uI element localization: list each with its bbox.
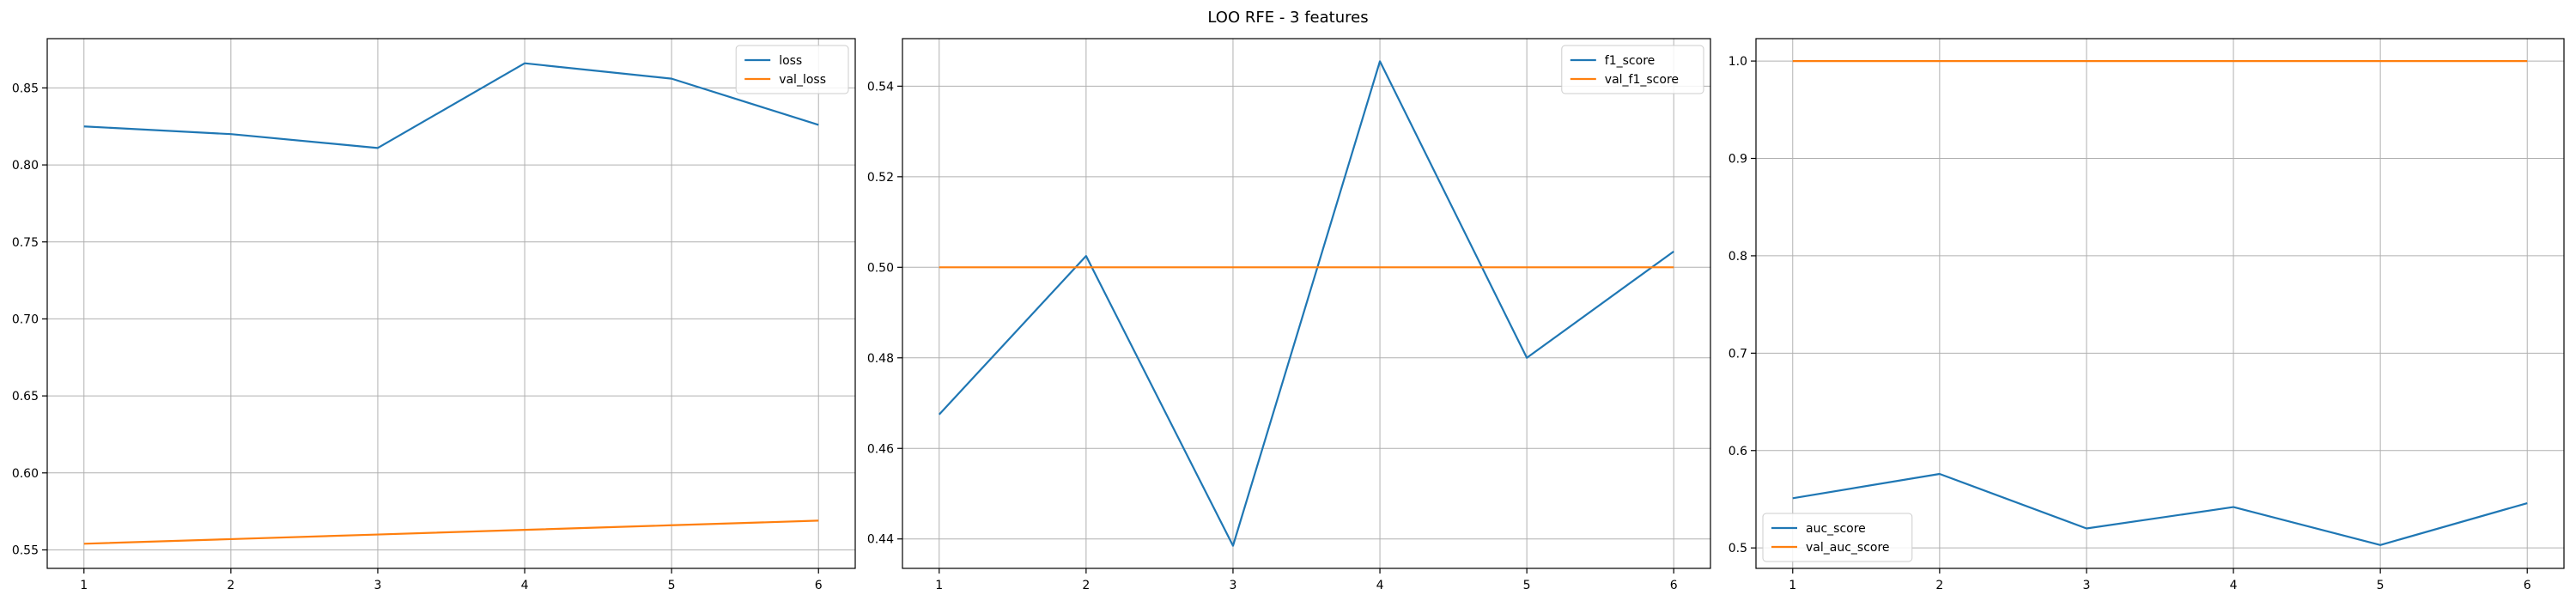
f1-score-y-tick-label: 0.48 xyxy=(867,352,894,366)
auc-score-y-tick-label: 0.9 xyxy=(1728,153,1747,167)
auc-score-x-tick-label: 4 xyxy=(2230,579,2238,592)
loss-x-tick-label: 3 xyxy=(374,579,381,592)
loss-y-tick-label: 0.60 xyxy=(12,467,39,481)
auc-score-legend-box xyxy=(1762,513,1913,562)
auc-score-legend: auc_score val_auc_score xyxy=(1762,513,1913,562)
f1-score-y-tick-label: 0.52 xyxy=(867,171,894,185)
loss-x-tick-label: 1 xyxy=(80,579,88,592)
auc-score-x-tick-label: 5 xyxy=(2377,579,2385,592)
auc-score-x-tick-label: 1 xyxy=(1789,579,1796,592)
f1-score-legend-label: val_f1_score xyxy=(1605,73,1679,87)
f1-score-x-tick-label: 2 xyxy=(1082,579,1090,592)
auc-score-y-tick-label: 0.6 xyxy=(1728,445,1747,458)
f1-score-legend: f1_score val_f1_score xyxy=(1561,45,1704,94)
f1-score-y-tick-label: 0.54 xyxy=(867,80,894,94)
loss-y-tick-label: 0.55 xyxy=(12,543,39,557)
auc-score-chart: 1 2 3 4 5 6 0.5 0.6 0.7 0.8 0.9 1.0 auc_score val_auc… xyxy=(1728,38,2565,592)
loss-legend-label: val_loss xyxy=(779,73,826,87)
loss-x-tick-label: 2 xyxy=(227,579,234,592)
f1-score-legend-box xyxy=(1561,45,1704,94)
f1-score-series-line-f1_score xyxy=(938,60,1674,547)
f1-score-x-tick-label: 3 xyxy=(1229,579,1236,592)
loss-x-tick-label: 4 xyxy=(521,579,529,592)
auc-score-series-line-auc_score xyxy=(1792,472,2528,546)
auc-score-legend-label: val_auc_score xyxy=(1806,541,1890,555)
loss-x-tick-label: 6 xyxy=(815,579,823,592)
figure-title: LOO RFE - 3 features xyxy=(1207,9,1369,27)
f1-score-x-tick-label: 4 xyxy=(1376,579,1384,592)
auc-score-y-tick-label: 0.5 xyxy=(1728,542,1747,555)
loss-legend-label: loss xyxy=(779,54,802,68)
loss-series-line-loss xyxy=(83,62,819,149)
auc-score-axes-frame xyxy=(1755,38,2565,569)
f1-score-x-tick-label: 6 xyxy=(1670,579,1678,592)
f1-score-y-tick-label: 0.50 xyxy=(867,261,894,275)
f1-score-y-tick-label: 0.46 xyxy=(867,442,894,456)
auc-score-y-tick-label: 0.7 xyxy=(1728,347,1747,361)
loss-axes-frame xyxy=(46,38,856,569)
loss-legend: loss val_loss xyxy=(735,45,849,94)
f1-score-chart: 1 2 3 4 5 6 0.44 0.46 0.48 0.50 0.52 0.54 f1_scoreva… xyxy=(867,38,1711,592)
f1-score-y-tick-label: 0.44 xyxy=(867,533,894,547)
auc-score-y-tick-label: 0.8 xyxy=(1728,250,1747,264)
loss-chart: 1 2 3 4 5 6 0.55 0.60 0.65 0.70 0.75 0.80 0.85 loss va… xyxy=(12,38,856,592)
auc-score-x-tick-label: 2 xyxy=(1935,579,1943,592)
loss-y-tick-label: 0.70 xyxy=(12,313,39,326)
auc-score-legend-label: auc_score xyxy=(1806,522,1866,536)
f1-score-x-tick-label: 5 xyxy=(1523,579,1531,592)
loss-x-tick-label: 5 xyxy=(668,579,676,592)
f1-score-x-tick-label: 1 xyxy=(935,579,943,592)
auc-score-x-tick-label: 6 xyxy=(2524,579,2531,592)
loss-y-tick-label: 0.80 xyxy=(12,159,39,173)
loss-legend-box xyxy=(735,45,849,94)
loss-series-line-val_loss xyxy=(83,519,819,545)
loss-y-tick-label: 0.65 xyxy=(12,390,39,404)
loss-y-tick-label: 0.75 xyxy=(12,236,39,250)
loss-y-tick-label: 0.85 xyxy=(12,82,39,95)
auc-score-y-tick-label: 1.0 xyxy=(1728,55,1747,69)
f1-score-legend-label: f1_score xyxy=(1605,54,1655,68)
f1-score-axes-frame xyxy=(902,38,1711,569)
auc-score-x-tick-label: 3 xyxy=(2082,579,2090,592)
